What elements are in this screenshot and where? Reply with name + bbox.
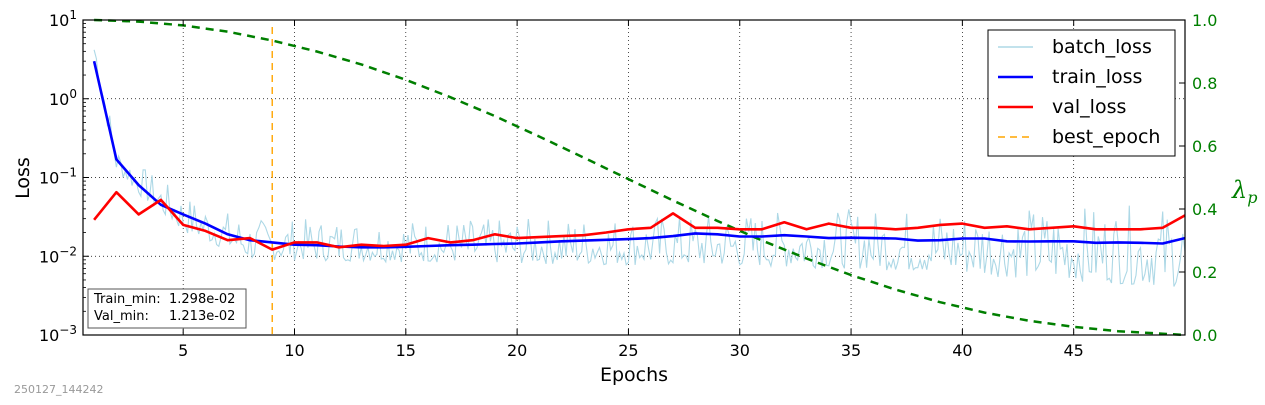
y2-axis-ticks: 0.0 0.2 0.4 0.6 0.8 1.0 bbox=[1179, 11, 1217, 345]
y-tick-label: 10−3 bbox=[39, 323, 77, 345]
x-tick-label: 25 bbox=[618, 341, 638, 360]
y2-tick-label: 1.0 bbox=[1192, 11, 1217, 30]
y-tick-label: 101 bbox=[49, 8, 77, 30]
timestamp: 250127_144242 bbox=[14, 383, 103, 396]
y2-tick-label: 0.0 bbox=[1192, 326, 1217, 345]
legend-label-val-loss: val_loss bbox=[1052, 96, 1126, 118]
y2-tick-label: 0.6 bbox=[1192, 137, 1217, 156]
y2-axis-label-symbol: λ bbox=[1231, 176, 1247, 204]
y2-axis-label-subscript: p bbox=[1247, 188, 1257, 207]
train-min-value: 1.298e-02 bbox=[169, 292, 235, 307]
series-lambda-p bbox=[94, 18, 1186, 337]
stats-annotation: Train_min: 1.298e-02 Val_min: 1.213e-02 bbox=[87, 288, 247, 329]
series-layer bbox=[92, 18, 1186, 337]
y2-axis-label: λp bbox=[1231, 176, 1257, 207]
val-min-label: Val_min: bbox=[94, 309, 149, 324]
legend-box bbox=[987, 29, 1176, 157]
x-tick-label: 45 bbox=[1064, 341, 1084, 360]
legend-label-best-epoch: best_epoch bbox=[1052, 126, 1160, 148]
x-tick-label: 10 bbox=[284, 341, 304, 360]
series-val-loss bbox=[93, 190, 1186, 251]
series-train-loss bbox=[92, 60, 1186, 249]
x-tick-label: 35 bbox=[841, 341, 861, 360]
legend-label-train-loss: train_loss bbox=[1052, 66, 1142, 88]
y2-tick-label: 0.2 bbox=[1192, 263, 1217, 282]
x-tick-label: 15 bbox=[396, 341, 416, 360]
legend: batch_loss train_loss val_loss best_epoc… bbox=[987, 29, 1176, 157]
x-tick-label: 20 bbox=[507, 341, 527, 360]
stats-box bbox=[87, 288, 247, 329]
y-tick-label: 10−1 bbox=[39, 166, 77, 188]
x-tick-label: 30 bbox=[730, 341, 750, 360]
y2-tick-label: 0.4 bbox=[1192, 200, 1217, 219]
y-tick-label: 100 bbox=[49, 87, 77, 109]
x-axis-ticks: 5 10 15 20 25 30 35 40 45 bbox=[178, 20, 1084, 360]
x-tick-label: 40 bbox=[952, 341, 972, 360]
train-min-label: Train_min: bbox=[93, 292, 161, 307]
legend-label-batch-loss: batch_loss bbox=[1052, 36, 1152, 58]
y-axis-label: Loss bbox=[12, 157, 34, 199]
y2-tick-label: 0.8 bbox=[1192, 74, 1217, 93]
y-axis-ticks: 10−3 10−2 10−1 100 101 bbox=[39, 8, 89, 345]
series-batch-loss bbox=[93, 49, 1186, 287]
x-tick-label: 5 bbox=[178, 341, 188, 360]
x-axis-label: Epochs bbox=[600, 364, 668, 386]
y-tick-label: 10−2 bbox=[39, 244, 77, 266]
val-min-value: 1.213e-02 bbox=[169, 309, 235, 324]
